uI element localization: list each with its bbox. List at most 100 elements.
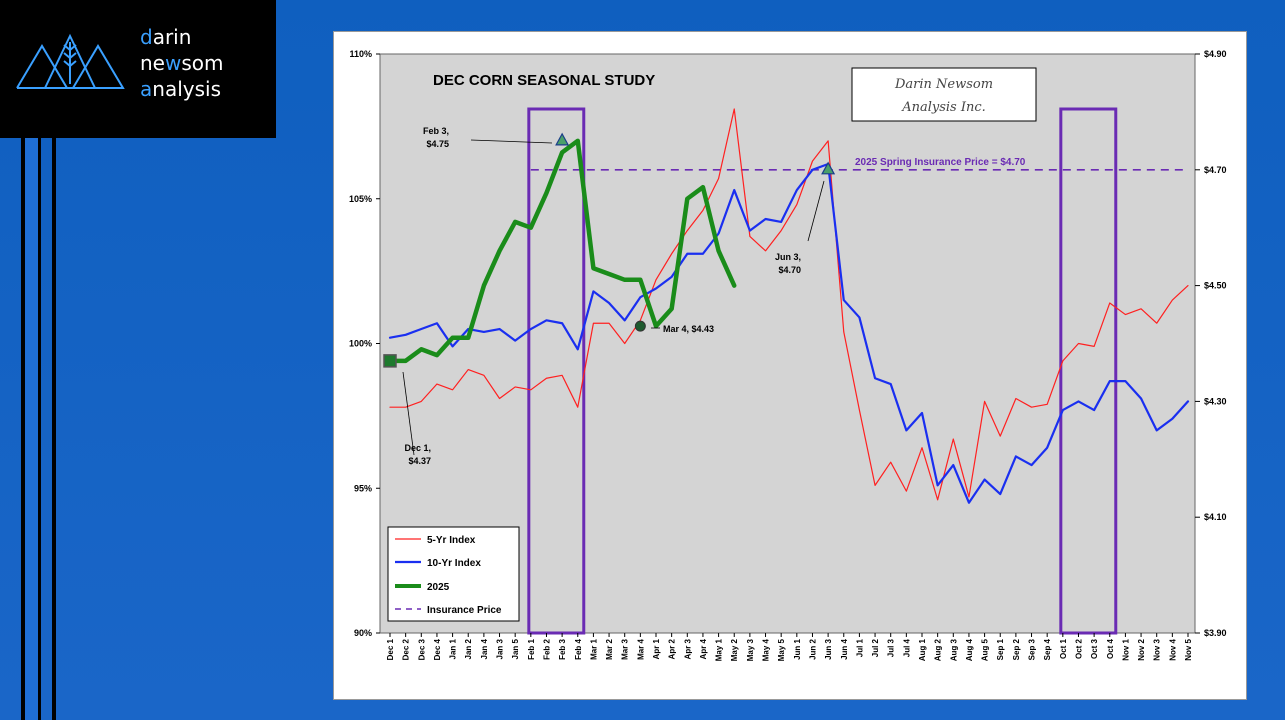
x-axis-label: Aug 2 [934,638,943,661]
x-axis-label: Aug 1 [918,638,927,661]
x-axis-label: Mar 3 [621,638,630,659]
x-axis-label: May 4 [762,638,771,661]
annotation-label: $4.70 [778,265,801,275]
right-axis-label: $4.10 [1204,512,1227,522]
series-line-5-yr-index [389,108,1189,501]
annotation-marker-triangle [821,161,836,175]
legend-label-2025: 2025 [427,582,450,593]
x-axis-label: Aug 5 [981,638,990,661]
annotation-leader [807,180,825,242]
x-axis-label: Jan 3 [496,638,505,659]
right-axis-label: $4.50 [1204,281,1227,291]
decor-bar [52,138,56,720]
x-axis-label: Jul 4 [902,638,911,657]
x-axis-label: Jan 5 [511,638,520,659]
x-axis-label: Oct 3 [1090,638,1099,659]
x-axis-label: Nov 5 [1184,638,1193,660]
seasonal-chart: 90% 95% 100% 105% 110% $3.90 $4.10 $4.30 $4.50 $4… [333,31,1247,700]
x-axis-label: Dec 4 [433,638,442,660]
annotation-leader [402,371,415,456]
x-axis-label: May 1 [715,638,724,661]
x-axis-label: Nov 3 [1153,638,1162,660]
watermark-line-1: Darin Newsom [894,77,993,92]
x-axis-label: Jul 3 [887,638,896,657]
logo-line-newsom: newsom [140,51,224,75]
x-axis-label: May 2 [730,638,739,661]
right-axis-label: $4.90 [1204,49,1227,59]
x-axis-label: Sep 3 [1028,638,1037,660]
x-axis-label: May 3 [746,638,755,661]
x-axis-label: Jun 3 [824,638,833,659]
x-axis-label: May 5 [777,638,786,661]
x-axis-label: Sep 4 [1043,638,1052,660]
annotation-marker-circle [634,320,646,332]
logo-line-darin: darin [140,25,192,49]
decor-bar [38,138,41,720]
x-axis-label: Nov 2 [1137,638,1146,660]
chart-card: 90% 95% 100% 105% 110% $3.90 $4.10 $4.30 $4.50 $4… [333,31,1247,700]
x-axis-label: Sep 1 [996,638,1005,660]
mountain-logo-icon [16,33,125,89]
x-axis-label: Feb 1 [527,638,536,659]
left-axis-label: 110% [349,49,372,59]
x-axis-label: Jan 4 [480,638,489,659]
legend: 5-Yr Index 10-Yr Index 2025 Insurance Pr… [387,526,520,622]
left-axis-label: 90% [354,628,372,638]
x-axis-label: Feb 4 [574,638,583,659]
series-line-10-yr-index [388,162,1190,504]
x-axis-label: Oct 4 [1106,638,1115,659]
annotation-label: $4.75 [426,139,449,149]
x-axis-label: Dec 3 [417,638,426,660]
legend-label-10yr: 10-Yr Index [427,558,481,569]
x-axis-label: Feb 3 [558,638,567,659]
x-axis-label: Jun 1 [793,638,802,659]
legend-label-insurance: Insurance Price [427,605,502,616]
x-axis-label: Dec 1 [386,638,395,660]
watermark-line-2: Analysis Inc. [901,100,986,115]
x-axis-label: Jan 1 [449,638,458,659]
x-axis-label: Aug 3 [949,638,958,661]
x-axis-label: Aug 4 [965,638,974,661]
annotation-leader [470,139,553,144]
x-axis-label: Mar 1 [589,638,598,659]
x-axis-label: Apr 2 [668,638,677,659]
x-axis-label: Oct 1 [1059,638,1068,659]
x-axis-label: Jul 1 [855,638,864,657]
x-axis-label: Apr 4 [699,638,708,659]
annotation-label: Jun 3, [775,252,801,262]
x-axis-label: Feb 2 [542,638,551,659]
x-axis-label: Jun 2 [808,638,817,659]
annotation-label: Dec 1, [404,443,431,453]
annotation-label: Mar 4, $4.43 [663,324,714,334]
chart-title: DEC CORN SEASONAL STUDY [433,72,655,89]
x-axis-label: Apr 1 [652,638,661,659]
highlight-window [1059,107,1118,635]
x-axis-label: Jun 4 [840,638,849,659]
right-axis-label: $4.70 [1204,165,1227,175]
left-axis-label: 100% [349,339,372,349]
x-axis-label: Sep 2 [1012,638,1021,660]
left-axis-label: 95% [354,483,372,493]
right-axis-label: $3.90 [1204,628,1227,638]
left-axis-label: 105% [349,194,372,204]
annotation-label: $4.37 [408,456,431,466]
watermark-box [851,67,1037,122]
x-axis-label: Mar 2 [605,638,614,659]
x-axis-label: Mar 4 [636,638,645,659]
x-axis-label: Jan 2 [464,638,473,659]
x-axis-label: Nov 1 [1121,638,1130,660]
x-axis-label: Apr 3 [683,638,692,659]
logo-line-analysis: analysis [140,77,221,101]
annotation-marker-square [383,354,397,368]
x-axis-label: Jul 2 [871,638,880,657]
legend-label-5yr: 5-Yr Index [427,535,476,546]
insurance-label: 2025 Spring Insurance Price = $4.70 [855,157,1026,168]
highlight-window [527,107,586,635]
annotation-label: Feb 3, [423,126,449,136]
x-axis-label: Oct 2 [1074,638,1083,659]
right-axis-label: $4.30 [1204,396,1227,406]
x-axis-label: Dec 2 [402,638,411,660]
decor-bar [21,138,25,720]
x-axis-label: Nov 4 [1168,638,1177,660]
annotation-marker-triangle [555,132,570,146]
